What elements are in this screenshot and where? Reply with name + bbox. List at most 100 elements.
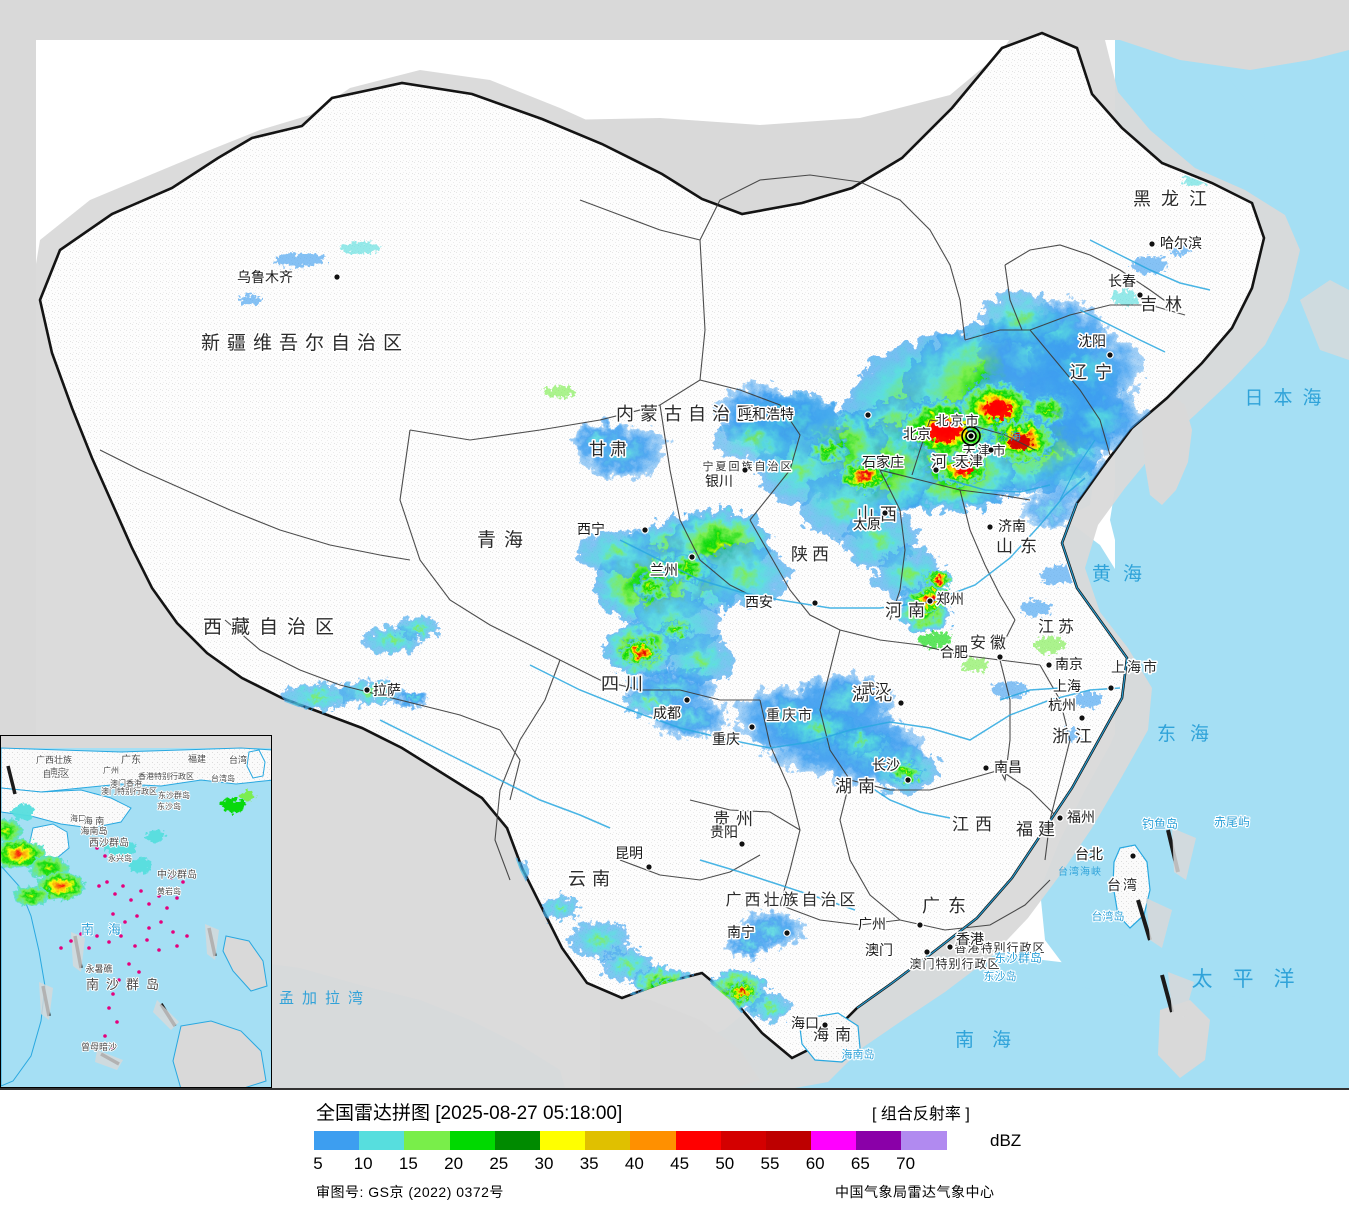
city-label-32: 南宁 [727, 924, 755, 940]
city-marker-11[interactable] [986, 523, 994, 531]
city-marker-10[interactable] [987, 446, 995, 454]
city-marker-15[interactable] [1148, 240, 1156, 248]
sea-label-5: 孟加拉湾 [279, 990, 371, 1007]
city-marker-1[interactable] [363, 686, 371, 694]
tick-50: 50 [715, 1154, 735, 1173]
province-label-27: 天津市 [962, 443, 1007, 458]
city-marker-0[interactable] [333, 273, 341, 281]
province-boundaries [99, 174, 1186, 931]
province-label-11: 广东 [922, 896, 974, 916]
city-marker-13[interactable] [1106, 351, 1114, 359]
province-label-13: 湖北 [852, 685, 898, 704]
city-marker-32[interactable] [783, 929, 791, 937]
tick-70: 70 [896, 1154, 916, 1173]
city-marker-25[interactable] [1107, 684, 1115, 692]
color-swatch-70 [901, 1131, 947, 1150]
province-label-2: 青海 [477, 529, 531, 551]
coastline-layer [856, 439, 1128, 1009]
color-swatch-60 [811, 1131, 857, 1150]
city-label-1: 拉萨 [373, 682, 401, 698]
city-marker-8[interactable] [932, 466, 940, 474]
city-marker-2[interactable] [641, 526, 649, 534]
city-marker-4[interactable] [741, 466, 749, 474]
city-marker-26[interactable] [1078, 714, 1086, 722]
sea-label-6: 台湾海峡 [1058, 865, 1102, 878]
city-marker-19[interactable] [645, 863, 653, 871]
color-swatch-15 [404, 1131, 450, 1150]
city-marker-22[interactable] [982, 764, 990, 772]
city-marker-24[interactable] [1045, 661, 1053, 669]
province-label-17: 安徽 [970, 634, 1010, 652]
color-swatch-55 [765, 1131, 812, 1150]
city-marker-30[interactable] [946, 943, 954, 951]
city-marker-18[interactable] [738, 840, 746, 848]
province-label-25: 黑龙江 [1133, 189, 1217, 209]
product-label: [ 组合反射率 ] [872, 1106, 970, 1123]
city-marker-6[interactable] [811, 599, 819, 607]
city-label-26: 杭州 [1048, 697, 1076, 713]
capital-marker-beijing[interactable] [961, 426, 981, 446]
color-scale-ticks: 5 10 15 20 25 30 35 40 45 50 55 60 65 70 [313, 1154, 1014, 1176]
color-swatch-65 [856, 1131, 902, 1150]
sea-label-3: 南海 [955, 1029, 1029, 1051]
inset-label-15: 广州 [103, 765, 119, 775]
city-marker-21[interactable] [904, 776, 912, 784]
city-marker-27[interactable] [1056, 814, 1064, 822]
city-marker-14[interactable] [1136, 291, 1144, 299]
tick-10: 10 [353, 1154, 373, 1173]
color-swatch-25 [494, 1131, 540, 1150]
inset-label-18: 香港特别行政区 [138, 771, 194, 781]
city-label-7: 太原 [853, 516, 881, 532]
city-marker-16[interactable] [683, 696, 691, 704]
province-label-28: 上海市 [1111, 659, 1159, 675]
province-label-8: 云南 [568, 869, 616, 889]
color-swatch-40 [630, 1131, 676, 1150]
south-china-sea-inset[interactable]: 南海 南沙群岛 永暑礁 曾母暗沙 西沙群岛 永兴岛 中沙群岛 黄岩岛 海南岛 海口海 南 广东 广西壮… [0, 735, 272, 1088]
tick-5: 5 [313, 1154, 323, 1173]
province-label-19: 山东 [996, 537, 1044, 556]
city-marker-33[interactable] [821, 1021, 829, 1029]
inset-label-1: 南沙群岛 [86, 977, 166, 992]
city-label-29: 广州 [858, 916, 886, 932]
city-marker-28[interactable] [1129, 852, 1137, 860]
province-label-24: 吉林 [1140, 295, 1190, 314]
inset-label-6: 中沙群岛 [157, 868, 197, 881]
city-marker-20[interactable] [897, 699, 905, 707]
city-marker-23[interactable] [996, 653, 1004, 661]
city-marker-29[interactable] [916, 921, 924, 929]
tick-30: 30 [534, 1154, 554, 1173]
province-label-15: 福建 [1016, 820, 1060, 839]
city-label-0: 乌鲁木齐 [237, 269, 293, 285]
city-label-28: 台北 [1075, 846, 1103, 862]
island-label-1: 海南岛 [842, 1047, 875, 1061]
province-label-5: 宁夏回族自治区 [703, 459, 794, 473]
city-marker-17[interactable] [748, 723, 756, 731]
radar-echo-layer [238, 175, 1209, 1022]
city-marker-3[interactable] [688, 553, 696, 561]
river-layer [379, 239, 1211, 911]
city-label-30: 香港 [956, 931, 984, 947]
city-label-24: 南京 [1055, 656, 1083, 672]
inset-label-8: 海南岛 [80, 825, 107, 836]
inset-label-9: 海口 [70, 813, 86, 823]
city-label-27: 福州 [1067, 809, 1095, 825]
city-marker-7[interactable] [881, 509, 889, 517]
inset-label-17: 澳门 [110, 778, 126, 788]
island-label-0: 台湾岛 [1092, 909, 1125, 923]
city-label-5: 呼和浩特 [738, 406, 794, 422]
city-marker-31[interactable] [923, 948, 931, 956]
tick-35: 35 [579, 1154, 599, 1173]
china-radar-map[interactable]: 新疆维吾尔自治区 西藏自治区 青海 内蒙古自治区 甘肃 宁夏回族自治区 陕西 四川 云南 贵州 广西… [0, 0, 1349, 1088]
city-marker-12[interactable] [926, 597, 934, 605]
color-swatch-50 [720, 1131, 766, 1150]
city-marker-5[interactable] [864, 411, 872, 419]
inset-label-4: 西沙群岛 [89, 836, 129, 849]
province-label-32: 香港特别行政区 [954, 940, 1045, 955]
city-label-3: 兰州 [650, 562, 678, 578]
color-scale-bar[interactable] [314, 1131, 947, 1150]
inset-label-2: 永暑礁 [85, 963, 112, 974]
